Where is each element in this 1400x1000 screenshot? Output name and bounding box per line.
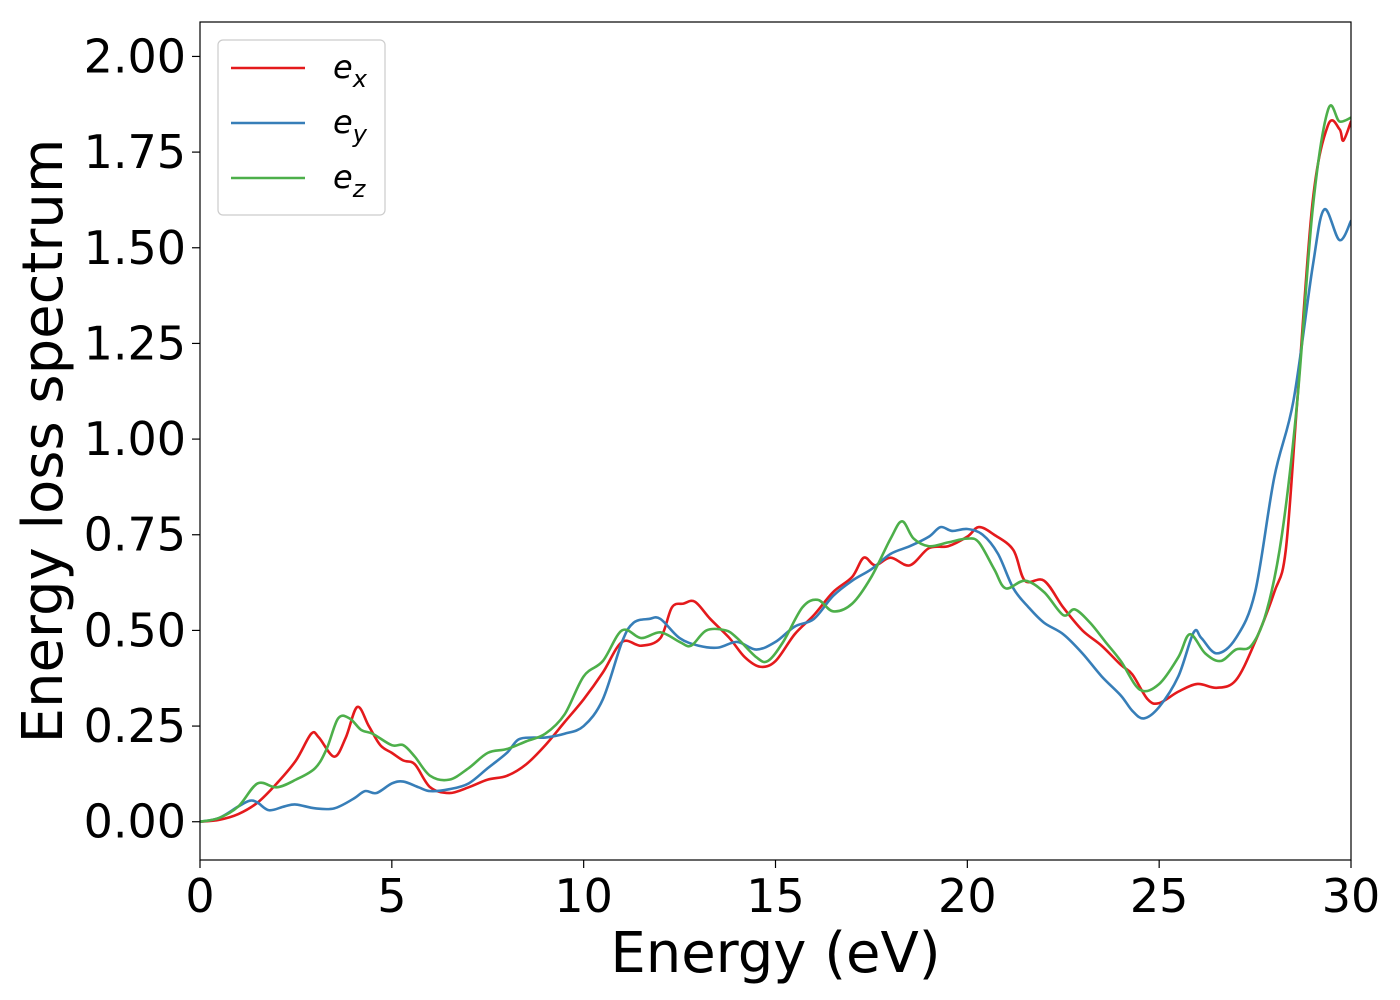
- y-axis-label: Energy loss spectrum: [11, 139, 76, 744]
- series-line-z: [200, 104, 1351, 824]
- x-axis-ticks: 0 5 10 15 20 25 30: [185, 860, 1380, 923]
- y-tick-label: 0.75: [84, 508, 186, 562]
- legend-box: [217, 39, 386, 216]
- x-tick-label: 0: [185, 869, 214, 923]
- y-tick-label: 0.00: [84, 795, 186, 849]
- x-tick-label: 10: [554, 869, 613, 923]
- y-tick-label: 2.00: [84, 29, 186, 83]
- x-tick-label: 15: [746, 869, 805, 923]
- x-axis-label: Energy (eV): [610, 921, 940, 986]
- y-tick-label: 1.75: [84, 125, 186, 179]
- plot-area: [200, 104, 1351, 824]
- y-tick-label: 0.50: [84, 603, 186, 657]
- x-tick-label: 5: [377, 869, 406, 923]
- x-tick-label: 30: [1322, 869, 1381, 923]
- y-tick-label: 0.25: [84, 699, 186, 753]
- y-tick-label: 1.50: [84, 221, 186, 275]
- y-tick-label: 1.00: [84, 412, 186, 466]
- y-tick-label: 1.25: [84, 316, 186, 370]
- x-tick-label: 20: [938, 869, 997, 923]
- x-tick-label: 25: [1130, 869, 1189, 923]
- series-line-y: [200, 208, 1351, 824]
- y-axis-ticks: 0.00 0.25 0.50 0.75 1.00 1.25 1.50 1.75 2.00: [84, 29, 200, 849]
- series-line-x: [200, 119, 1351, 824]
